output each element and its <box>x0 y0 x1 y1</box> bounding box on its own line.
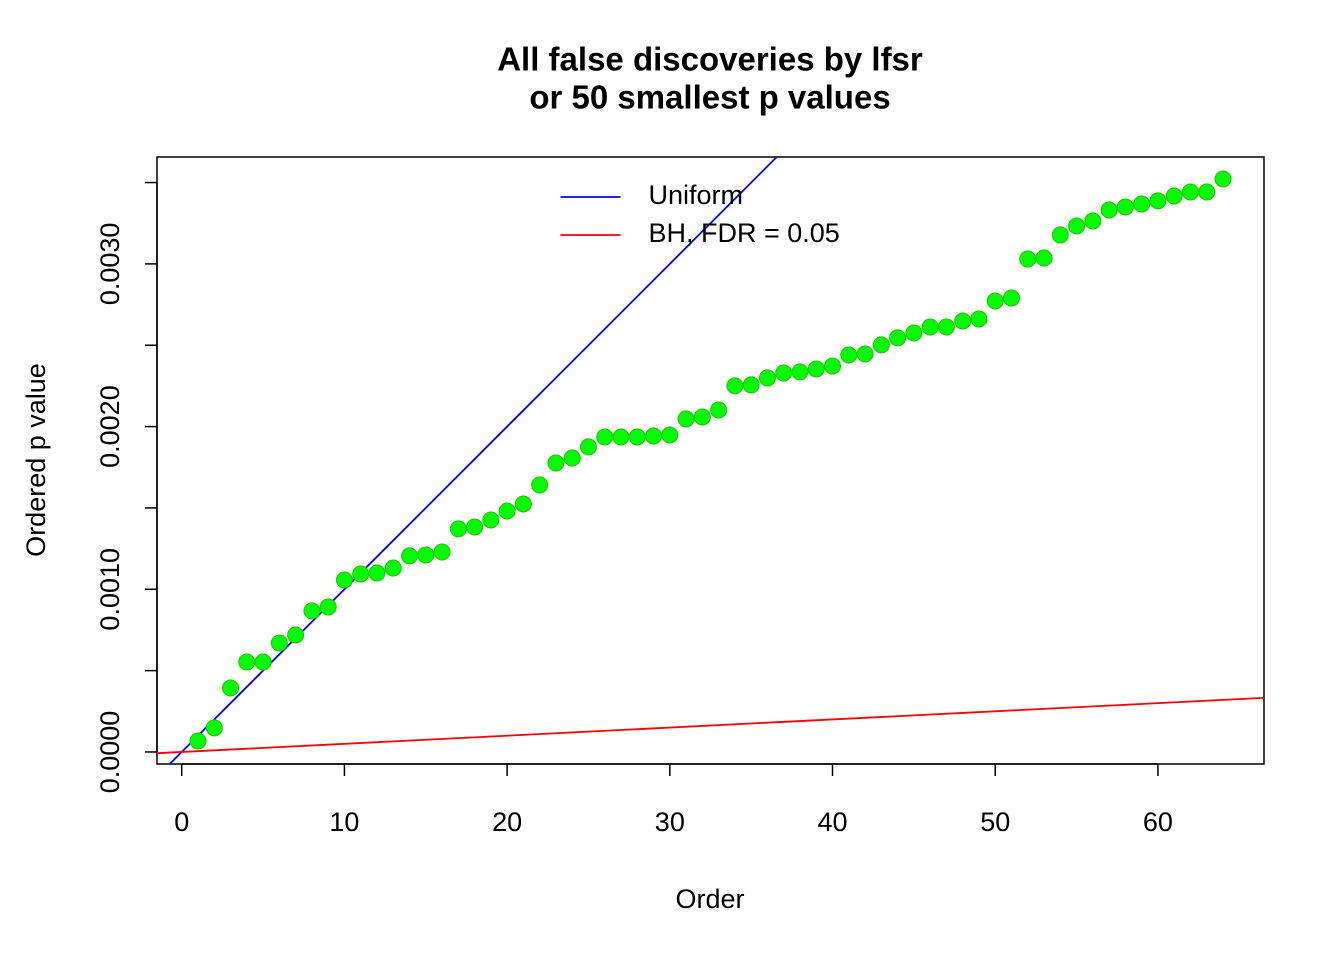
point <box>1149 192 1167 210</box>
point <box>368 564 386 582</box>
point <box>693 408 711 426</box>
reference-line <box>168 157 778 764</box>
point <box>612 428 630 446</box>
point <box>791 363 809 381</box>
x-axis-label: Order <box>675 884 744 914</box>
point <box>498 502 516 520</box>
point <box>514 495 532 513</box>
point <box>596 428 614 446</box>
x-tick-label: 10 <box>329 807 359 837</box>
point <box>335 571 353 589</box>
point <box>319 598 337 616</box>
point <box>840 346 858 364</box>
point <box>645 427 663 445</box>
point <box>710 401 728 419</box>
point <box>449 520 467 538</box>
point <box>661 426 679 444</box>
point <box>1084 212 1102 230</box>
point <box>352 565 370 583</box>
point <box>970 310 988 328</box>
point <box>758 369 776 387</box>
point <box>807 360 825 378</box>
x-tick-label: 40 <box>818 807 848 837</box>
point <box>466 518 484 536</box>
y-tick-label: 0.0010 <box>95 548 125 631</box>
point <box>1019 250 1037 268</box>
point <box>1068 217 1086 235</box>
point <box>889 329 907 347</box>
reference-line <box>157 696 1264 755</box>
legend-label: BH, FDR = 0.05 <box>649 218 840 248</box>
point <box>547 454 565 472</box>
point <box>254 653 272 671</box>
point <box>986 292 1004 310</box>
point <box>270 634 288 652</box>
point <box>303 602 321 620</box>
point <box>287 626 305 644</box>
point <box>677 410 695 428</box>
point <box>482 511 500 529</box>
point <box>1002 289 1020 307</box>
chart-title: or 50 smallest p values <box>529 79 890 116</box>
point <box>238 653 256 671</box>
legend-label: Uniform <box>649 180 744 210</box>
point <box>1035 249 1053 267</box>
point <box>433 543 451 561</box>
point <box>726 377 744 395</box>
point <box>824 357 842 375</box>
point <box>1051 226 1069 244</box>
y-axis-label: Ordered p value <box>21 363 51 557</box>
y-tick-label: 0.0020 <box>95 385 125 468</box>
point <box>1116 198 1134 216</box>
point <box>921 318 939 336</box>
point <box>1165 187 1183 205</box>
y-tick-label: 0.0000 <box>95 711 125 794</box>
x-tick-label: 50 <box>980 807 1010 837</box>
x-tick-label: 30 <box>655 807 685 837</box>
point <box>954 312 972 330</box>
x-tick-label: 20 <box>492 807 522 837</box>
point <box>222 679 240 697</box>
x-tick-label: 0 <box>174 807 189 837</box>
point <box>628 428 646 446</box>
point <box>401 547 419 565</box>
point <box>1181 183 1199 201</box>
point <box>1133 195 1151 213</box>
point <box>937 318 955 336</box>
point <box>417 546 435 564</box>
point <box>205 719 223 737</box>
point <box>856 345 874 363</box>
chart-title: All false discoveries by lfsr <box>497 41 923 78</box>
point <box>742 376 760 394</box>
point <box>775 364 793 382</box>
point <box>189 732 207 750</box>
point <box>531 476 549 494</box>
point <box>905 324 923 342</box>
y-tick-label: 0.0030 <box>95 223 125 306</box>
point <box>384 559 402 577</box>
point <box>579 438 597 456</box>
point <box>1214 170 1232 188</box>
point <box>1100 201 1118 219</box>
point <box>563 449 581 467</box>
point <box>872 336 890 354</box>
point <box>1198 183 1216 201</box>
x-tick-label: 60 <box>1143 807 1173 837</box>
